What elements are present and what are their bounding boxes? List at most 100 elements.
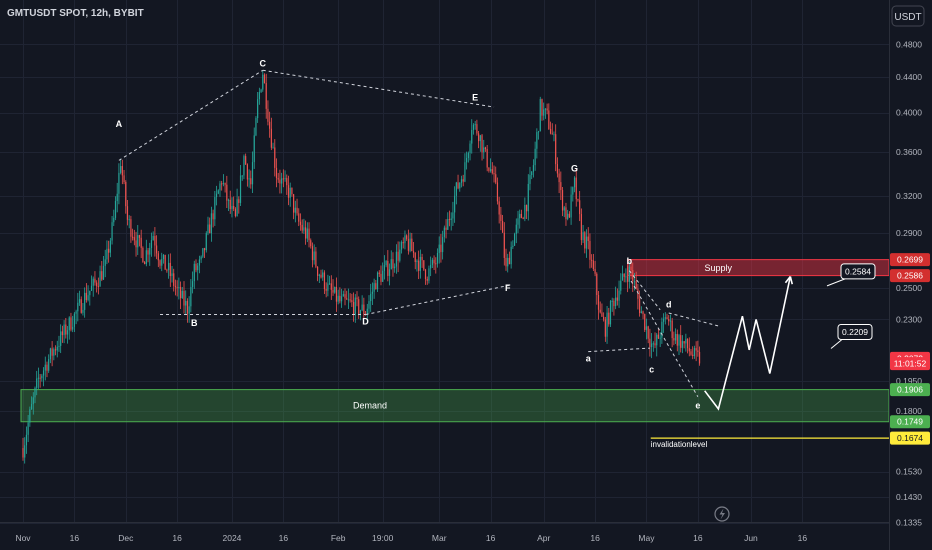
candle-body (284, 178, 286, 180)
candle-body (270, 128, 272, 148)
candle-body (436, 252, 439, 264)
wave-label: b (627, 256, 633, 266)
candle-body (662, 318, 665, 322)
candle-body (486, 149, 488, 168)
price-tick-label: 0.3200 (896, 191, 922, 201)
candle-body (267, 108, 269, 122)
callout-label: 0.2209 (842, 327, 868, 337)
time-tick-label: 19:00 (372, 533, 394, 543)
candle-body (382, 270, 384, 282)
invalidation-label: invalidationlevel (651, 440, 708, 449)
candle-body (356, 297, 358, 300)
candle-body (481, 135, 483, 153)
candle-body (361, 304, 363, 311)
candle-body (51, 348, 53, 356)
candle-body (42, 370, 45, 376)
candle-body (99, 271, 101, 287)
time-tick-label: 16 (798, 533, 808, 543)
candle-body (580, 214, 582, 241)
candle-body (587, 236, 589, 241)
pattern-line[interactable] (630, 280, 699, 397)
candle-body (555, 134, 557, 165)
candle-body (556, 164, 558, 174)
candle-body (541, 99, 543, 116)
candle-body (611, 300, 613, 302)
candle-body (623, 273, 625, 277)
candle-body (601, 312, 603, 317)
price-badge (890, 431, 930, 445)
candle-body (332, 289, 334, 293)
candle-body (282, 178, 284, 180)
price-tick-label: 0.3600 (896, 147, 922, 157)
pattern-line[interactable] (588, 347, 650, 353)
candle-body (315, 251, 317, 267)
price-tick-label: 0.1950 (896, 376, 922, 386)
candle-body (419, 256, 421, 271)
candle-body (599, 309, 601, 313)
candle-body (616, 297, 618, 301)
candle-body (53, 349, 55, 356)
candle-body (325, 289, 327, 291)
candle-body (591, 259, 593, 261)
pattern-line[interactable] (118, 69, 264, 161)
candle-body (674, 334, 677, 341)
candle-body (236, 199, 238, 217)
price-tick-label: 0.4000 (896, 108, 922, 118)
demand-zone[interactable] (20, 389, 890, 423)
candle-body (438, 244, 440, 253)
candle-body (82, 309, 84, 313)
candle-body (534, 148, 536, 166)
candle-body (277, 178, 279, 180)
candle-body (27, 422, 29, 435)
candle-body (416, 260, 418, 262)
candle-body (246, 164, 248, 180)
wave-label: A (116, 119, 123, 129)
demand-label: Demand (353, 401, 387, 411)
candle-body (447, 219, 449, 230)
candle-body (548, 110, 550, 129)
candle-body (632, 270, 634, 282)
candle-body (176, 287, 178, 289)
candle-body (464, 162, 466, 182)
candle-body (279, 179, 281, 184)
candle-body (339, 295, 341, 302)
candle-body (70, 317, 72, 330)
candle-body (683, 341, 685, 344)
wave-label: C (260, 58, 267, 68)
candle-body (400, 242, 403, 250)
pattern-line[interactable] (365, 284, 510, 316)
projected-path[interactable] (704, 276, 792, 411)
candle-body (291, 187, 293, 195)
candle-body (169, 262, 171, 277)
candle-body (635, 281, 637, 289)
candle-body (162, 254, 165, 260)
candle-body (263, 74, 266, 84)
pattern-line[interactable] (628, 270, 661, 311)
price-tick-label: 0.2500 (896, 283, 922, 293)
price-callout[interactable]: 0.2209 (830, 323, 873, 349)
currency-button[interactable]: USDT (891, 5, 925, 27)
candle-body (513, 233, 516, 246)
candle-body (116, 193, 118, 201)
time-axis[interactable]: Nov 16 Dec 16 2024 16 Feb 19:00 Mar 16 Apr 16 May 16 J… (15, 533, 807, 543)
candle-body (128, 219, 130, 221)
candle-body (443, 227, 445, 238)
price-tick-label: 0.2900 (896, 228, 922, 238)
wave-label: D (362, 317, 369, 327)
candle-body (488, 167, 490, 171)
candle-body (308, 228, 310, 241)
pattern-line[interactable] (668, 312, 719, 327)
candle-body (262, 74, 264, 90)
price-axis[interactable]: 0.4800 0.4400 0.4000 0.3600 0.3200 0.2900 0.25… (890, 39, 930, 528)
candle-body (424, 269, 427, 279)
lightning-icon[interactable] (714, 506, 730, 522)
candle-body (203, 248, 206, 251)
candle-body (253, 135, 255, 163)
candle-body (407, 238, 409, 251)
candle-body (597, 294, 600, 310)
candle-body (563, 207, 565, 211)
price-callout[interactable]: 0.2584 (826, 263, 876, 287)
candle-body (171, 273, 173, 277)
candle-body (567, 213, 569, 219)
